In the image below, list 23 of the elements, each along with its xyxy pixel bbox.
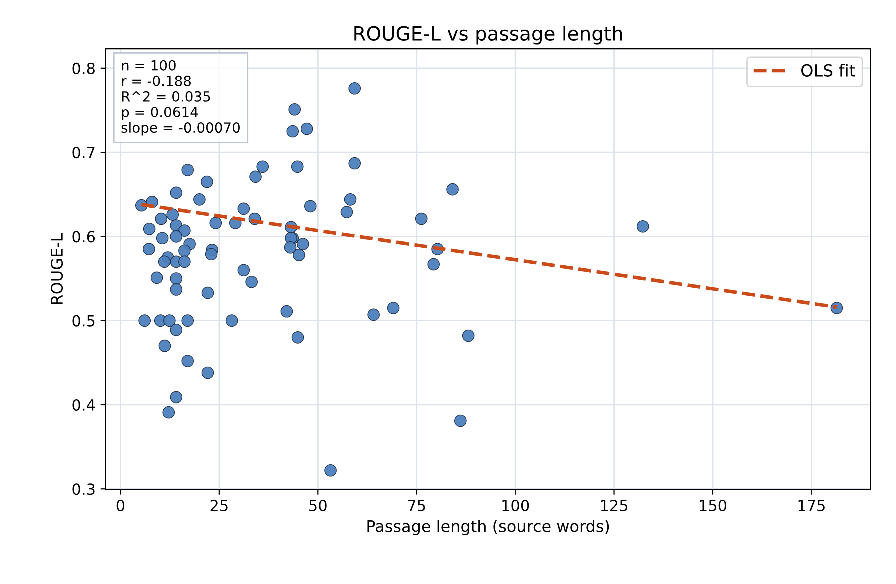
y-tick-label: 0.7: [72, 147, 95, 159]
x-tick-label: 25: [210, 500, 228, 512]
chart-title: ROUGE-L vs passage length: [354, 26, 622, 45]
annotation: p = 0.0614: [122, 106, 198, 120]
y-tick-label: 0.4: [72, 399, 96, 412]
y-tick-label: 0.5: [72, 315, 95, 327]
x-tick-label: 125: [601, 500, 628, 512]
legend-label: OLS fit: [802, 64, 856, 77]
y-tick-label: 0.6: [72, 231, 96, 243]
annotation: r = -0.188: [122, 76, 192, 86]
annotation: slope = -0.00070: [122, 122, 240, 136]
x-tick-label: 150: [700, 500, 727, 512]
x-tick-label: 75: [408, 500, 426, 512]
annotation: n = 100: [122, 60, 176, 71]
x-tick-label: 100: [502, 500, 530, 512]
annotation: R^2 = 0.035: [122, 91, 210, 102]
y-axis-title: ROUGE-L: [50, 233, 64, 304]
y-tick-label: 0.8: [72, 62, 95, 74]
x-tick-label: 0: [116, 500, 125, 512]
x-tick-label: 175: [798, 500, 825, 512]
y-tick-label: 0.3: [72, 484, 95, 496]
x-tick-label: 50: [310, 500, 327, 512]
x-axis-title: Passage length (source words): [368, 520, 610, 536]
